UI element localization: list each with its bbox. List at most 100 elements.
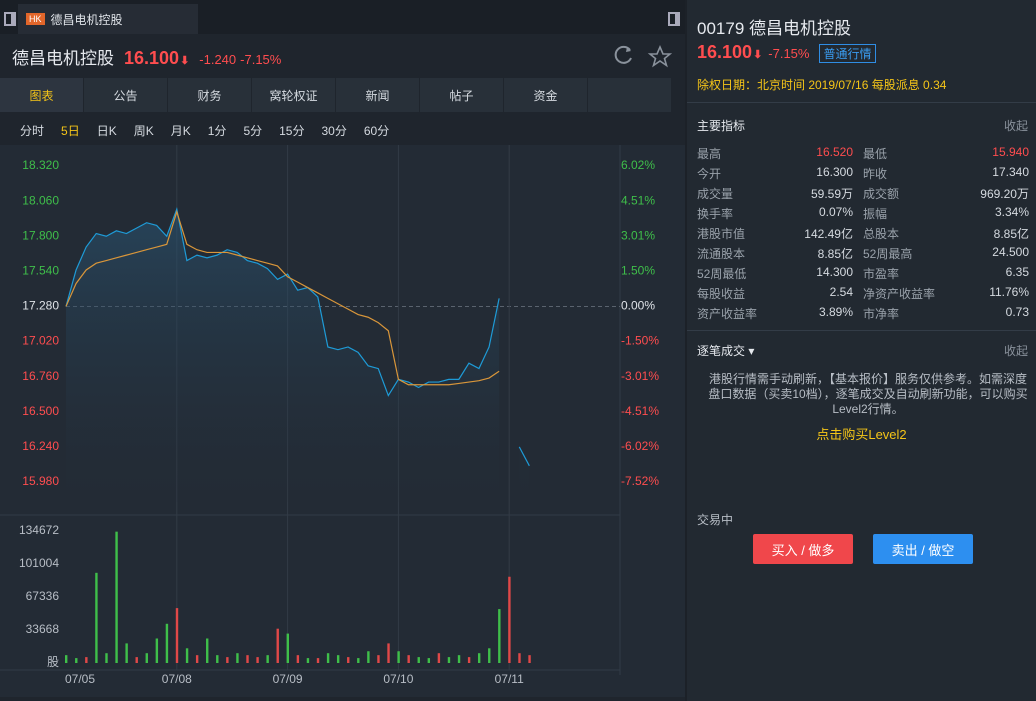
period[interactable]: 15分 — [279, 124, 305, 138]
y-tick-label: 18.060 — [22, 193, 59, 207]
volume-bar — [95, 572, 98, 663]
metric-label: 净资产收益率 — [863, 286, 936, 301]
y2-tick-label: 0.00% — [621, 299, 655, 313]
y2-tick-label: 4.51% — [621, 193, 655, 207]
volume-bar — [105, 653, 108, 663]
y2-tick-label: -3.01% — [621, 369, 659, 383]
y-tick-label: 股 — [47, 655, 59, 669]
volume-bar — [256, 657, 259, 663]
period[interactable]: 月K — [170, 124, 191, 138]
metric-row: 每股收益 2.54 净资产收益率 11.76% — [697, 283, 1029, 303]
refresh-icon[interactable] — [614, 45, 632, 64]
trades-title-text: 逐笔成交 — [697, 344, 746, 358]
tab[interactable]: 图表 — [0, 78, 83, 112]
tab[interactable]: 新闻 — [336, 78, 419, 112]
volume-bar — [145, 653, 148, 663]
volume-bar — [135, 657, 138, 663]
volume-bar — [65, 655, 68, 663]
volume-bar — [115, 531, 118, 663]
favorite-icon[interactable] — [647, 44, 672, 68]
volume-bar — [306, 658, 310, 663]
metric-value: 15.940 — [992, 144, 1029, 159]
dividend-info: 除权日期：北京时间 2019/07/16 每股派息 0.34 — [697, 78, 947, 92]
volume-bar — [528, 655, 531, 663]
y-tick-label: 17.020 — [22, 334, 59, 348]
metric-row: 资产收益率 3.89% 市净率 0.73 — [697, 303, 1029, 323]
volume-bar — [85, 657, 88, 663]
level2-link[interactable]: 点击购买Level2 — [816, 427, 907, 442]
buy-button[interactable]: 买入 / 做多 — [753, 534, 853, 564]
trades-title[interactable]: 逐笔成交 ▾ — [697, 344, 755, 358]
stock-name: 德昌电机控股 — [12, 49, 114, 68]
metric-value: 24.500 — [992, 244, 1029, 259]
volume-bar — [397, 651, 400, 663]
collapse[interactable]: 收起 — [1003, 119, 1028, 133]
metric-label: 换手率 — [697, 206, 734, 221]
metric: 最低 15.940 — [863, 145, 1029, 162]
left-panel: HK 德昌电机控股 德昌电机控股 16.100 -1.240 -7.15% 图表公… — [0, 0, 685, 701]
metric-value: 0.07% — [818, 204, 853, 219]
period[interactable]: 日K — [96, 124, 117, 138]
market-badge: HK — [26, 13, 45, 25]
tab[interactable]: 帖子 — [420, 78, 503, 112]
metric-label: 市盈率 — [863, 266, 900, 281]
period[interactable]: 1分 — [207, 124, 227, 138]
sell-button[interactable]: 卖出 / 做空 — [873, 534, 973, 564]
period[interactable]: 分时 — [20, 124, 45, 138]
metric: 总股本 8.85亿 — [863, 225, 1029, 242]
metric-value: 3.34% — [994, 204, 1029, 219]
metric: 流通股本 8.85亿 — [697, 245, 863, 262]
header-icons — [614, 44, 672, 68]
period[interactable]: 5日 — [61, 124, 80, 138]
metric-value: 142.49亿 — [804, 226, 853, 241]
period[interactable]: 60分 — [363, 124, 390, 138]
indicators-title: 主要指标 — [697, 119, 746, 133]
metric-label: 最高 — [697, 146, 722, 161]
metric: 市净率 0.73 — [863, 305, 1029, 322]
volume-bar — [508, 576, 511, 663]
volume-bar — [316, 658, 320, 663]
metric: 港股市值 142.49亿 — [697, 225, 863, 242]
period[interactable]: 周K — [133, 124, 154, 138]
stock-code: 00179 — [697, 19, 745, 38]
metric-value: 11.76% — [989, 284, 1029, 299]
stock-tab[interactable]: HK 德昌电机控股 — [18, 4, 198, 34]
y-tick-label: 17.280 — [22, 299, 59, 313]
tab[interactable]: 公告 — [84, 78, 167, 112]
tab[interactable]: 资金 — [504, 78, 587, 112]
x-tick-label: 07/09 — [273, 672, 303, 686]
metric: 每股收益 2.54 — [697, 285, 863, 302]
period[interactable]: 30分 — [321, 124, 347, 138]
metric-value: 0.73 — [1005, 304, 1029, 319]
tab[interactable]: 窝轮权证 — [252, 78, 335, 112]
panel-icon[interactable] — [4, 12, 16, 26]
metric-value: 14.300 — [816, 264, 853, 279]
y2-tick-label: -1.50% — [621, 334, 659, 348]
metric-row: 成交量 59.59万 成交额 969.20万 — [697, 183, 1029, 203]
tabs: 图表 公告 财务 窝轮权证 新闻 帖子 资金 — [0, 78, 671, 112]
tab-bar: HK 德昌电机控股 — [0, 0, 685, 34]
metric-label: 52周最低 — [697, 266, 747, 281]
metric-value: 8.85亿 — [817, 246, 853, 261]
average-line — [65, 209, 500, 386]
price-change-pct: -7.15% — [768, 46, 810, 61]
volume-bar — [185, 648, 189, 663]
volume-bar — [417, 657, 420, 663]
y-tick-label: 16.500 — [22, 404, 59, 418]
side-quote: 16.100 -7.15% 普通行情 — [697, 42, 876, 63]
metric: 振幅 3.34% — [863, 205, 1029, 222]
collapse[interactable]: 收起 — [1003, 344, 1028, 358]
metric: 资产收益率 3.89% — [697, 305, 863, 322]
quote-type[interactable]: 普通行情 — [819, 44, 876, 63]
volume-bar — [75, 658, 78, 663]
volume-bar — [155, 638, 159, 663]
tab[interactable]: 财务 — [168, 78, 251, 112]
volume-bar — [226, 657, 229, 663]
metric-label: 成交量 — [697, 186, 734, 201]
volume-bar — [427, 658, 431, 663]
volume-bar — [266, 655, 269, 663]
period[interactable]: 5分 — [243, 124, 263, 138]
metric-value: 6.35 — [1005, 264, 1029, 279]
panel-icon[interactable] — [668, 12, 680, 26]
y2-tick-label: 3.01% — [621, 228, 655, 242]
